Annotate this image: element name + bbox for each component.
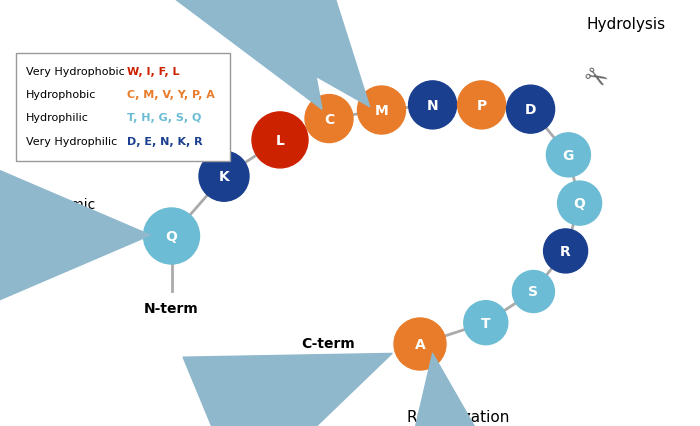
Circle shape — [394, 318, 446, 370]
Text: Q: Q — [574, 197, 585, 210]
Text: C, M, V, Y, P, A: C, M, V, Y, P, A — [127, 90, 215, 100]
Text: C-term: C-term — [302, 336, 356, 350]
Circle shape — [544, 229, 587, 273]
Text: Oxidation: Oxidation — [250, 17, 324, 32]
Text: S: S — [528, 285, 538, 299]
Text: K: K — [218, 170, 230, 184]
Circle shape — [358, 87, 405, 135]
Text: Deamidation: Deamidation — [216, 409, 314, 424]
Text: Pyroglutamic
acid formation: Pyroglutamic acid formation — [0, 198, 101, 228]
Text: T: T — [481, 316, 491, 330]
Circle shape — [464, 301, 508, 345]
Circle shape — [144, 208, 200, 265]
Text: D: D — [525, 103, 536, 117]
Text: G: G — [563, 149, 574, 162]
Circle shape — [409, 82, 456, 130]
FancyBboxPatch shape — [15, 53, 230, 162]
Text: A: A — [414, 337, 426, 351]
Circle shape — [252, 112, 308, 169]
Text: Hydrolysis: Hydrolysis — [587, 17, 666, 32]
Text: R: R — [560, 245, 571, 258]
Text: Racemization: Racemization — [407, 409, 510, 424]
Circle shape — [507, 86, 554, 134]
Text: N: N — [427, 99, 438, 112]
Text: Hydrophilic: Hydrophilic — [25, 113, 88, 123]
Text: C: C — [324, 112, 334, 126]
Text: Hydrophobic: Hydrophobic — [25, 90, 96, 100]
Text: N-term: N-term — [144, 302, 199, 316]
Circle shape — [199, 152, 249, 202]
Circle shape — [558, 181, 601, 226]
Text: Very Hydrophilic: Very Hydrophilic — [25, 136, 117, 146]
Text: L: L — [276, 134, 284, 147]
Circle shape — [547, 133, 590, 178]
Circle shape — [512, 271, 554, 313]
Text: T, H, G, S, Q: T, H, G, S, Q — [127, 113, 201, 123]
Circle shape — [458, 82, 505, 130]
Text: M: M — [374, 104, 388, 118]
Text: W, I, F, L: W, I, F, L — [127, 66, 179, 77]
Text: Q: Q — [166, 230, 177, 243]
Text: P: P — [477, 99, 486, 112]
Text: ✂: ✂ — [578, 61, 612, 97]
Circle shape — [305, 95, 353, 143]
Text: D, E, N, K, R: D, E, N, K, R — [127, 136, 202, 146]
Text: Very Hydrophobic: Very Hydrophobic — [25, 66, 125, 77]
